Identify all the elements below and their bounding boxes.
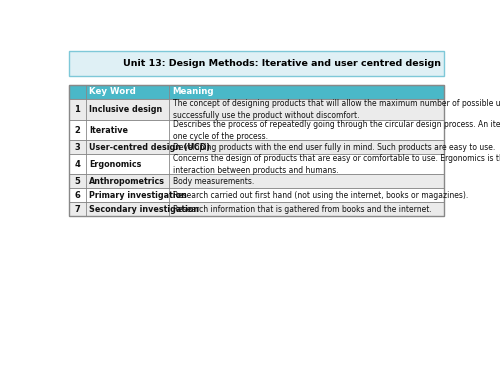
Text: The concept of designing products that will allow the maximum number of possible: The concept of designing products that w… [172, 99, 500, 120]
Text: Secondary investigation: Secondary investigation [89, 204, 199, 213]
Text: Iterative: Iterative [89, 126, 128, 135]
Text: Describes the process of repeatedly going through the circular design process. A: Describes the process of repeatedly goin… [172, 120, 500, 141]
Text: 7: 7 [74, 204, 80, 213]
Text: Primary investigation: Primary investigation [89, 190, 186, 200]
Bar [68, 188, 444, 202]
Bar [68, 99, 444, 120]
Text: Key Word: Key Word [89, 87, 136, 96]
Text: 3: 3 [74, 143, 80, 152]
Text: Inclusive design: Inclusive design [89, 105, 162, 114]
Text: User-centred design (UCD): User-centred design (UCD) [89, 143, 210, 152]
Bar [68, 85, 444, 216]
Text: Concerns the design of products that are easy or comfortable to use. Ergonomics : Concerns the design of products that are… [172, 154, 500, 175]
Text: Research carried out first hand (not using the internet, books or magazines).: Research carried out first hand (not usi… [172, 190, 468, 200]
Bar [68, 51, 444, 76]
Text: Anthropometrics: Anthropometrics [89, 177, 165, 186]
Text: 1: 1 [74, 105, 80, 114]
Bar [68, 120, 444, 141]
Text: Ergonomics: Ergonomics [89, 160, 141, 169]
Text: 4: 4 [74, 160, 80, 169]
Text: Meaning: Meaning [172, 87, 214, 96]
Text: 6: 6 [74, 190, 80, 200]
Text: Unit 13: Design Methods: Iterative and user centred design: Unit 13: Design Methods: Iterative and u… [122, 59, 440, 68]
Bar [68, 85, 444, 99]
Text: Developing products with the end user fully in mind. Such products are easy to u: Developing products with the end user fu… [172, 143, 495, 152]
Bar [68, 202, 444, 216]
Text: Body measurements.: Body measurements. [172, 177, 254, 186]
Bar [68, 141, 444, 154]
Bar [68, 154, 444, 174]
Text: Research information that is gathered from books and the internet.: Research information that is gathered fr… [172, 204, 432, 213]
Text: 2: 2 [74, 126, 80, 135]
Bar [68, 174, 444, 188]
Text: 5: 5 [74, 177, 80, 186]
